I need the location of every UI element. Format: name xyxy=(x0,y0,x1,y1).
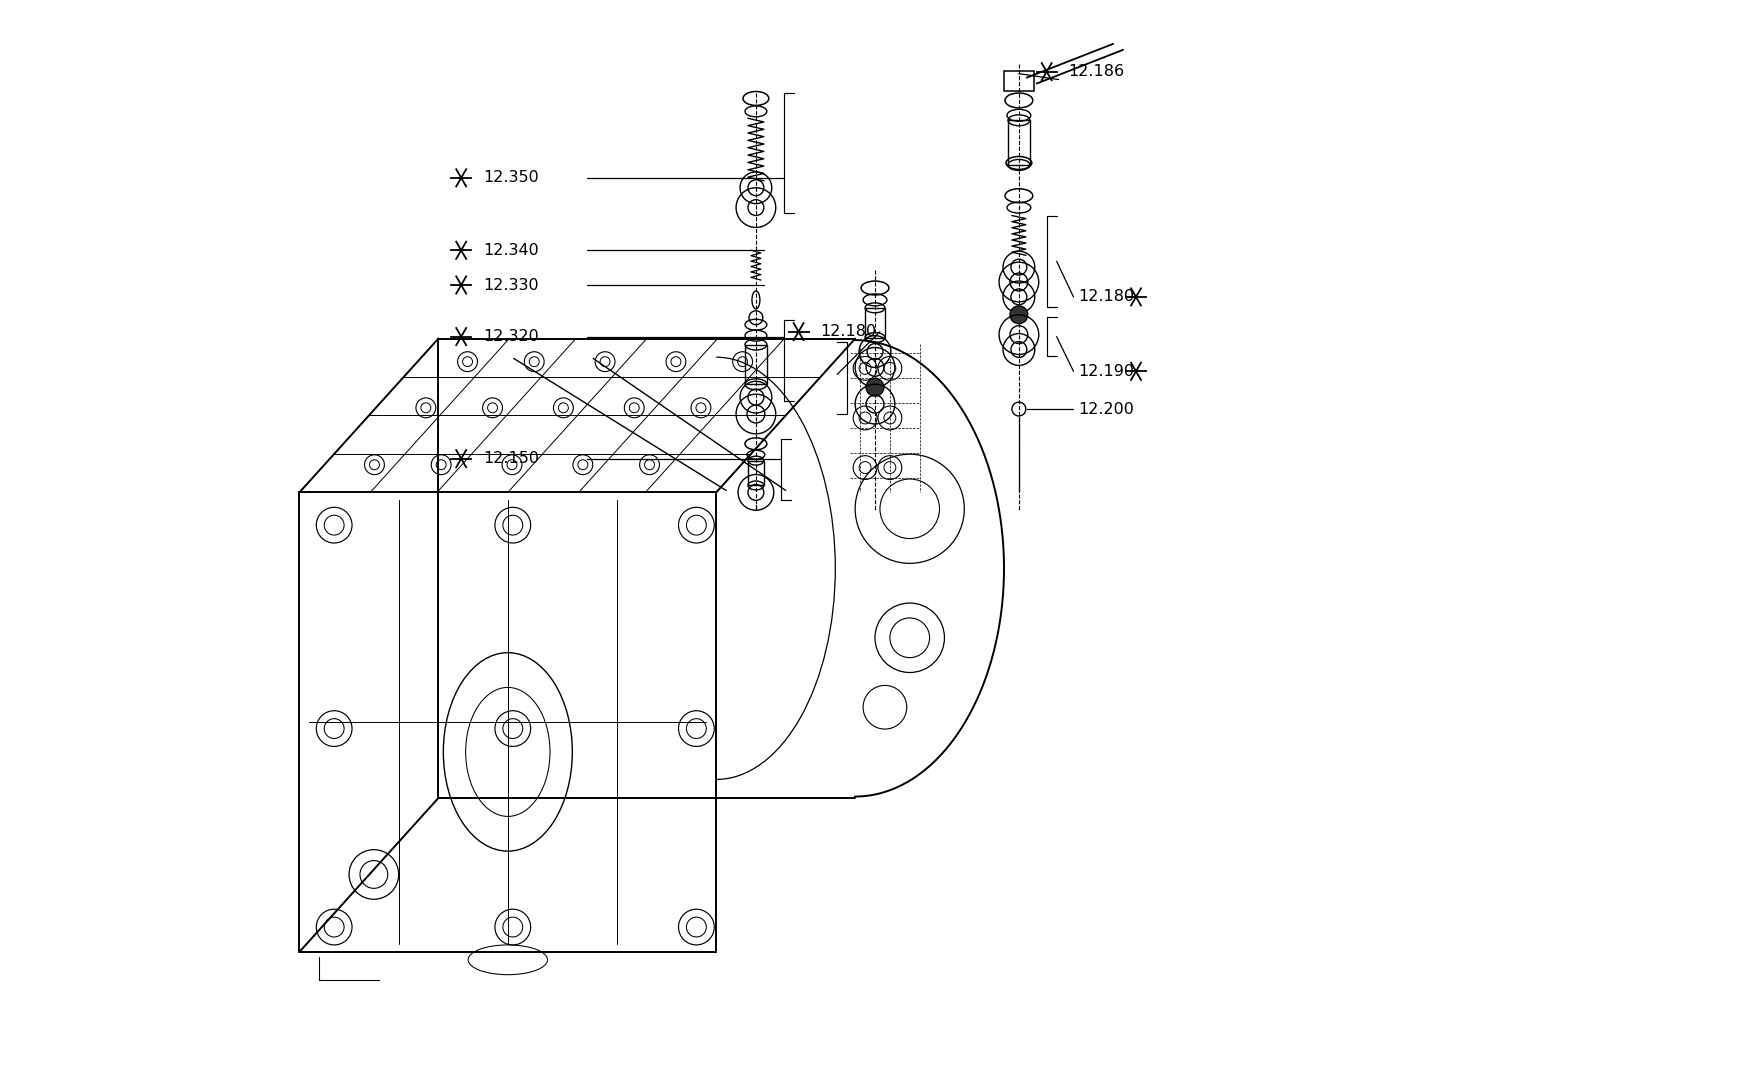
Text: 12.190: 12.190 xyxy=(1078,364,1134,379)
Bar xyxy=(747,461,763,485)
Circle shape xyxy=(866,378,884,396)
Text: 12.320: 12.320 xyxy=(483,329,539,344)
Text: 12.340: 12.340 xyxy=(483,243,539,257)
Text: 12.330: 12.330 xyxy=(483,278,539,292)
Bar xyxy=(1004,71,1034,90)
Bar xyxy=(864,307,886,338)
Bar xyxy=(746,344,766,385)
Bar xyxy=(1008,120,1029,165)
Circle shape xyxy=(1010,306,1027,324)
Text: 12.180: 12.180 xyxy=(821,324,877,339)
Text: 12.180: 12.180 xyxy=(1078,290,1134,304)
Text: 12.186: 12.186 xyxy=(1069,64,1125,80)
Text: 12.150: 12.150 xyxy=(483,451,539,467)
Text: 12.200: 12.200 xyxy=(1078,401,1134,416)
Text: 12.350: 12.350 xyxy=(483,170,539,185)
